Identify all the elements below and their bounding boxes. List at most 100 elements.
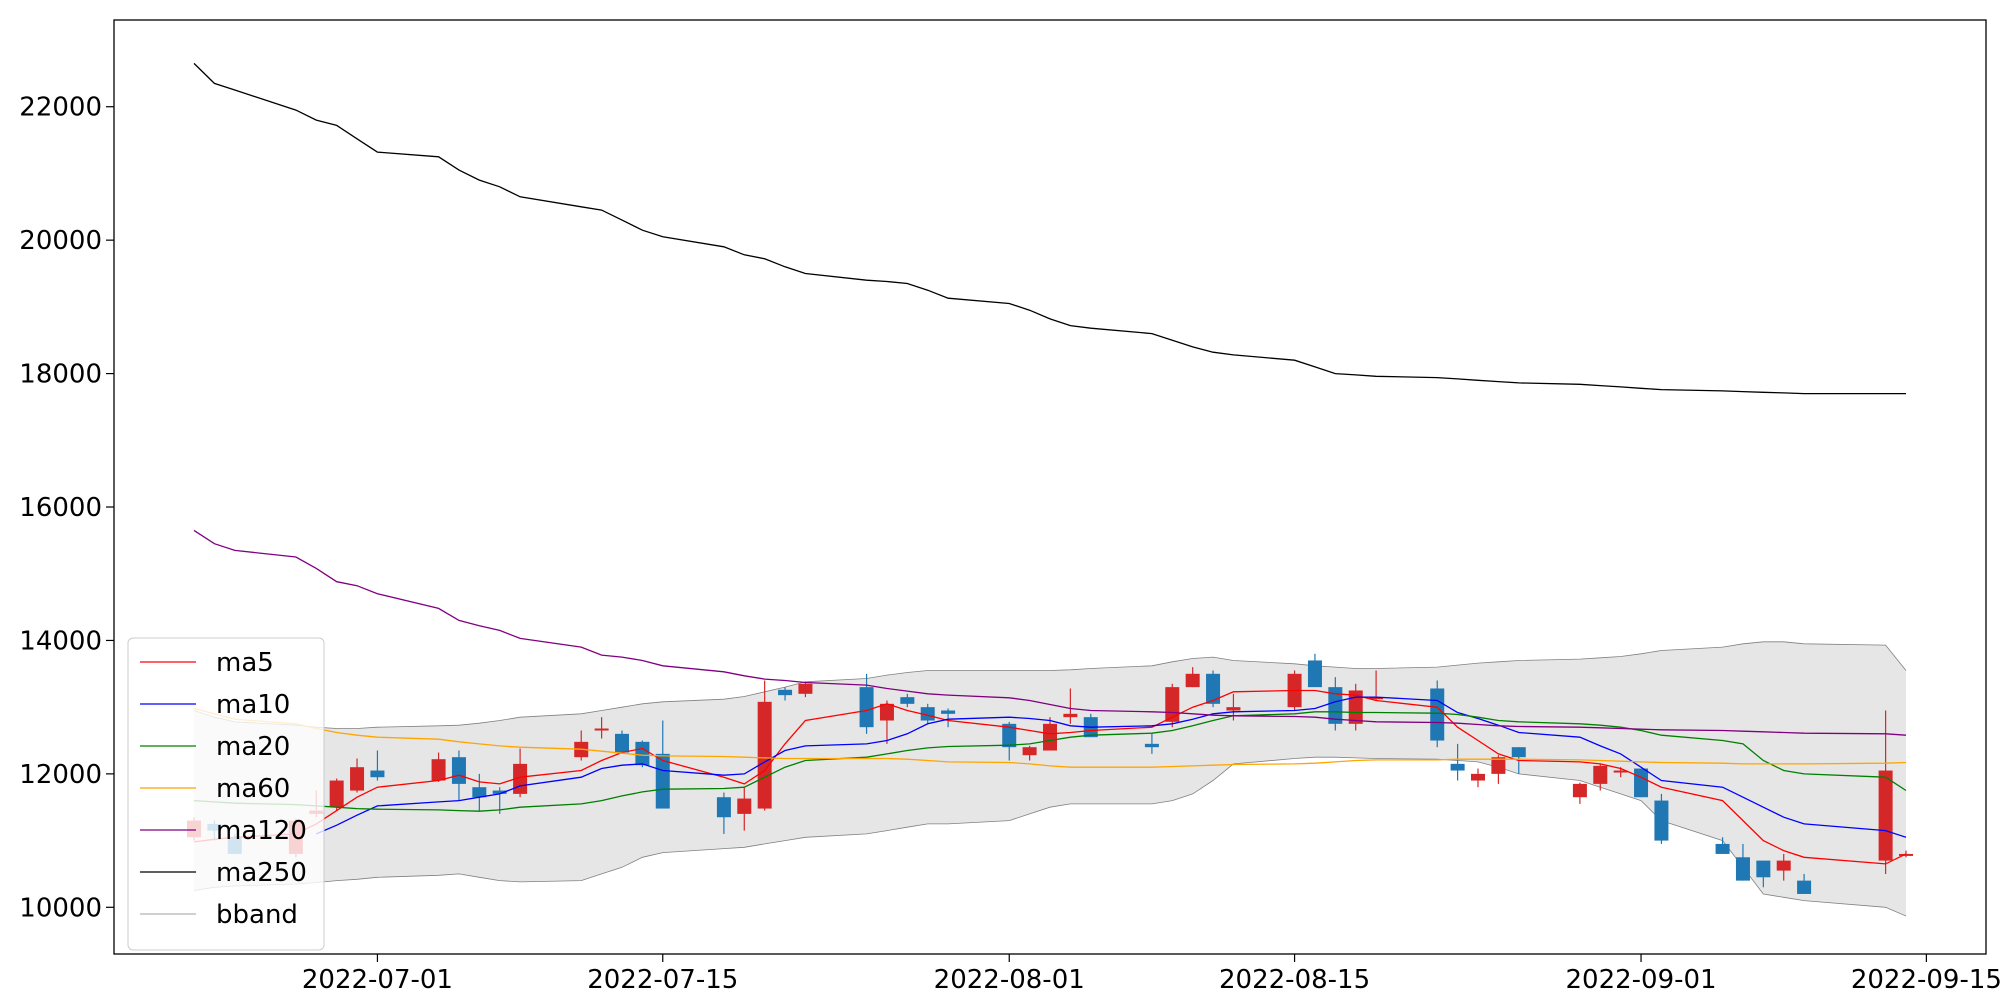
- x-tick-label: 2022-09-15: [1851, 965, 2000, 995]
- y-tick-label: 18000: [19, 360, 102, 390]
- candle: [1776, 853, 1791, 881]
- ma250-line: [193, 62, 1906, 395]
- candle: [1450, 743, 1465, 781]
- candle: [1002, 721, 1017, 761]
- bband-lower-line: [193, 756, 1907, 917]
- plot-frame: [113, 19, 1987, 955]
- candle: [1634, 768, 1649, 798]
- candle-body: [1491, 757, 1506, 774]
- candle-body: [329, 780, 344, 808]
- y-tick-label: 16000: [19, 493, 102, 523]
- ma120-legend-label: ma120: [216, 816, 307, 846]
- candle: [1144, 733, 1159, 754]
- candle-body: [615, 733, 629, 753]
- candle-body: [941, 710, 956, 714]
- candle-body: [1878, 770, 1893, 861]
- y-tick-label: 14000: [19, 626, 102, 656]
- candle-body: [655, 753, 670, 809]
- x-tick-label: 2022-08-15: [1219, 965, 1370, 995]
- candle: [1735, 843, 1750, 881]
- candle-body: [920, 707, 935, 721]
- candle: [1593, 763, 1608, 791]
- candle-body: [879, 703, 894, 721]
- candle: [798, 681, 813, 698]
- candle: [1756, 860, 1771, 888]
- candle: [1715, 837, 1730, 854]
- candle-body: [900, 697, 915, 704]
- candle: [879, 700, 894, 744]
- candle: [615, 730, 629, 754]
- ma20-line: [193, 711, 1907, 812]
- candle-body: [1348, 690, 1363, 724]
- candle: [1348, 683, 1363, 731]
- candle: [513, 748, 528, 798]
- candle-body: [1450, 763, 1465, 771]
- candle: [350, 758, 365, 793]
- ma120-line: [193, 529, 1907, 736]
- ma60-line: [193, 707, 1907, 768]
- candle: [431, 752, 446, 782]
- candle-body: [1430, 688, 1445, 741]
- candle-body: [1613, 770, 1628, 773]
- candle: [472, 773, 487, 811]
- candle-body: [1797, 880, 1812, 894]
- candle: [1328, 677, 1343, 731]
- candle: [900, 693, 915, 708]
- x-tick-label: 2022-09-01: [1565, 965, 1716, 995]
- candle: [920, 703, 935, 724]
- y-tick-label: 12000: [19, 760, 102, 790]
- candle: [1185, 667, 1200, 688]
- candle: [1165, 683, 1180, 728]
- candle: [1572, 782, 1587, 804]
- ma60-legend-label: ma60: [216, 774, 290, 804]
- ma250-legend-label: ma250: [216, 858, 307, 888]
- y-axis: 10000 12000 14000 16000 18000 20000 22000: [19, 93, 114, 923]
- candle-body: [1511, 747, 1526, 758]
- candle-body: [1063, 713, 1078, 718]
- candle-body: [859, 687, 874, 728]
- candle: [941, 708, 956, 728]
- candle-body: [1471, 773, 1485, 781]
- candle-body: [635, 741, 650, 766]
- candle: [1307, 653, 1322, 688]
- moving-average-lines: [193, 62, 1907, 865]
- candle-body: [594, 728, 609, 731]
- y-tick-label: 10000: [19, 893, 102, 923]
- candle-body: [492, 790, 507, 794]
- candle: [737, 787, 752, 831]
- candle: [635, 740, 650, 768]
- x-tick-label: 2022-07-15: [587, 965, 738, 995]
- candle: [716, 792, 731, 834]
- candle-body: [350, 767, 365, 791]
- candle: [655, 720, 670, 809]
- candle-body: [1715, 843, 1730, 854]
- x-tick-label: 2022-07-01: [302, 965, 453, 995]
- ma20-legend-label: ma20: [216, 732, 290, 762]
- candle: [1083, 713, 1098, 738]
- candle: [1878, 710, 1893, 874]
- candle-body: [1328, 687, 1343, 724]
- candle-body: [798, 683, 813, 694]
- candle-body: [778, 689, 793, 696]
- candle-body: [716, 797, 731, 818]
- candle: [778, 687, 793, 701]
- candle-body: [1735, 857, 1750, 881]
- candle: [1491, 755, 1506, 784]
- candle-body: [1654, 800, 1669, 841]
- ma5-legend-label: ma5: [216, 648, 274, 678]
- candle-body: [1043, 723, 1057, 751]
- candle: [757, 680, 772, 811]
- bollinger-band: [193, 641, 1907, 917]
- candle-body: [757, 701, 772, 809]
- candle: [1063, 688, 1078, 724]
- y-tick-label: 22000: [19, 93, 102, 123]
- candle-body: [1369, 697, 1384, 700]
- candle: [1369, 670, 1384, 701]
- candle: [329, 778, 344, 811]
- ma10-line: [316, 696, 1907, 838]
- candle-body: [1776, 860, 1791, 871]
- candle: [1654, 793, 1669, 844]
- candle: [594, 717, 609, 739]
- candle-body: [1226, 707, 1241, 711]
